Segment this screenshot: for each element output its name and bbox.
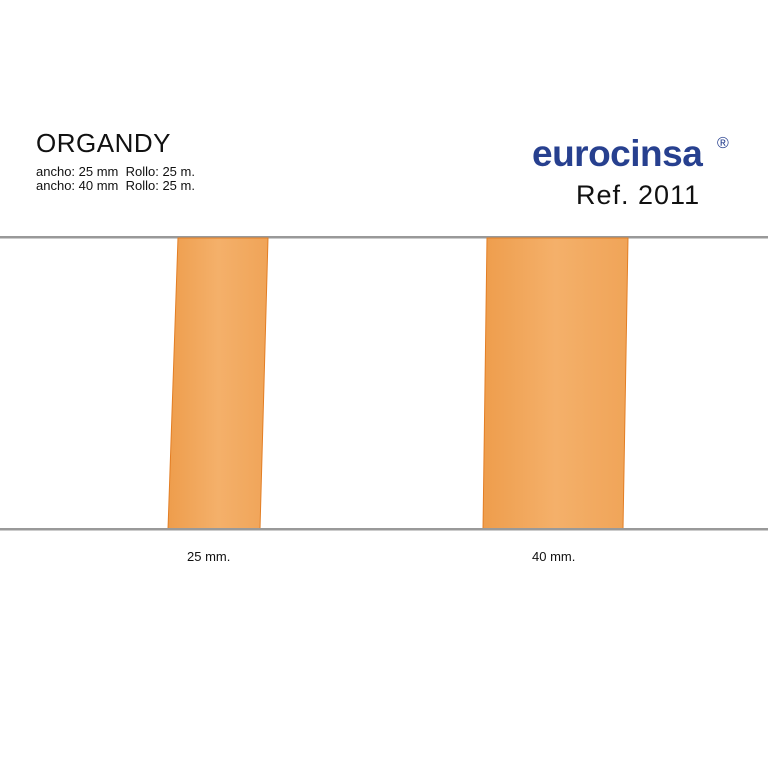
spec-line-40mm: ancho: 40 mm Rollo: 25 m. [36, 178, 195, 193]
caption-25mm: 25 mm. [187, 549, 231, 564]
caption-40mm: 40 mm. [532, 549, 576, 564]
product-title: ORGANDY [36, 128, 171, 158]
spec-line-25mm: ancho: 25 mm Rollo: 25 m. [36, 164, 195, 179]
ribbon-40mm [482, 237, 629, 530]
registered-mark: ® [717, 135, 729, 152]
ribbon-25mm [167, 237, 269, 530]
bottom-rule [0, 528, 768, 531]
brand-logo: eurocinsa [532, 133, 703, 174]
reference-number: Ref. 2011 [576, 180, 701, 210]
top-rule [0, 236, 768, 239]
